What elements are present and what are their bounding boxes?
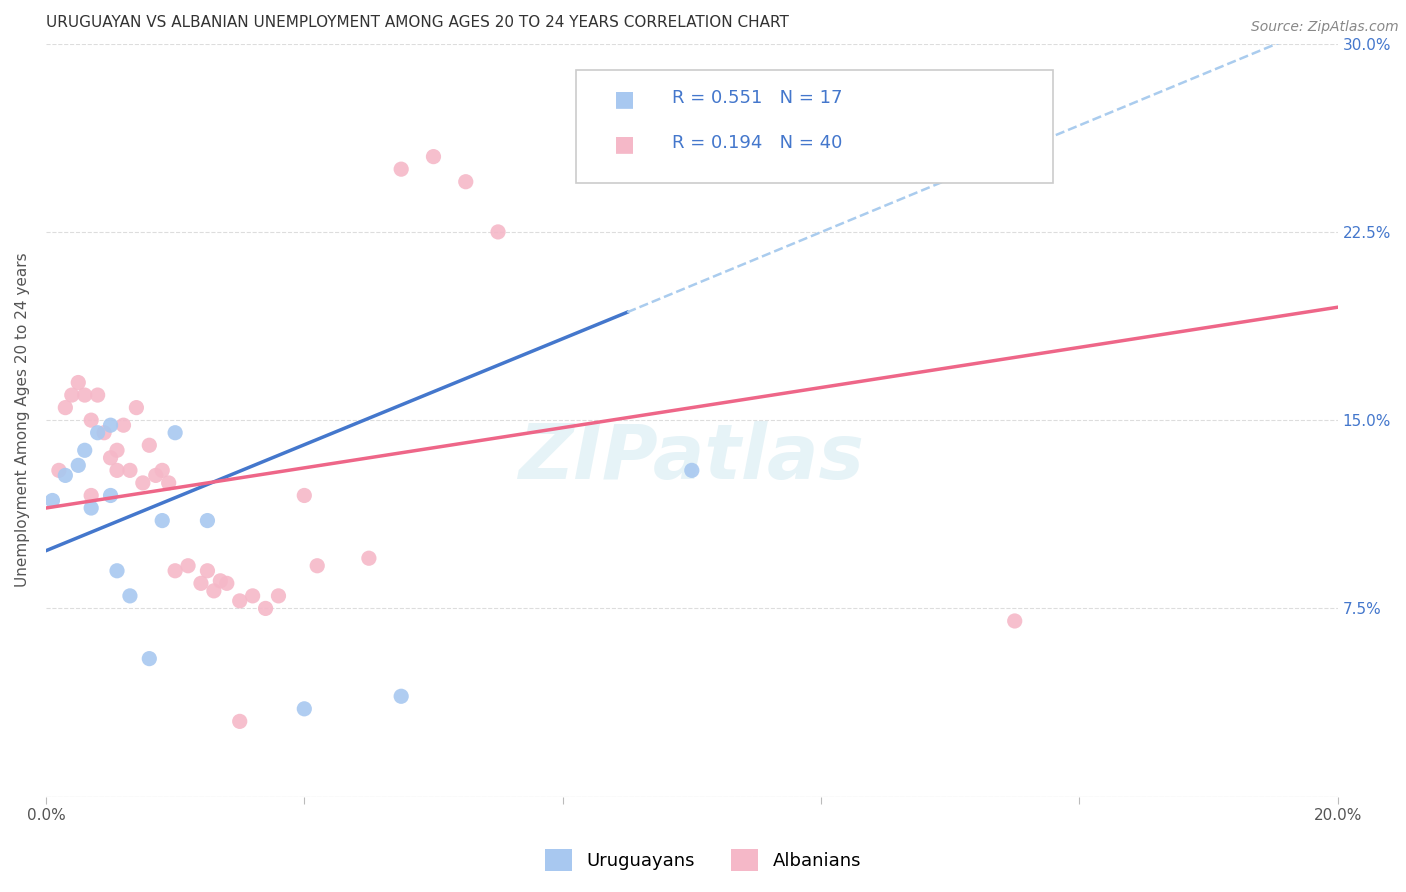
Legend: Uruguayans, Albanians: Uruguayans, Albanians [537,842,869,879]
Point [165,564,187,578]
Point [53,468,76,483]
Point [67,376,90,390]
Point [60,388,83,402]
Point [292,488,315,502]
Point [53,401,76,415]
Point [67,458,90,473]
Text: URUGUAYAN VS ALBANIAN UNEMPLOYMENT AMONG AGES 20 TO 24 YEARS CORRELATION CHART: URUGUAYAN VS ALBANIAN UNEMPLOYMENT AMONG… [46,15,789,30]
Point [80,501,103,516]
Point [132,475,155,490]
Point [177,558,200,573]
Point [73,443,96,458]
Point [118,463,141,477]
Point [145,468,167,483]
Point [118,589,141,603]
Point [112,418,135,433]
Point [157,475,180,490]
Point [389,162,412,177]
Point [73,388,96,402]
Text: ZIPatlas: ZIPatlas [519,421,865,495]
Point [48,463,70,477]
Point [307,558,329,573]
Point [1004,614,1026,628]
Point [254,601,277,615]
Point [150,463,173,477]
Point [228,714,250,729]
Point [681,463,703,477]
Point [100,450,122,465]
Point [454,175,477,189]
Point [215,576,238,591]
Text: ■: ■ [614,89,636,109]
Point [242,589,264,603]
Point [105,463,128,477]
Point [197,564,219,578]
FancyBboxPatch shape [575,70,1053,183]
Point [422,150,444,164]
Point [165,425,187,440]
Point [150,514,173,528]
Point [267,589,290,603]
Point [209,574,232,588]
Point [389,690,412,704]
Point [190,576,212,591]
Text: R = 0.551   N = 17: R = 0.551 N = 17 [672,89,844,107]
Point [80,488,103,502]
Y-axis label: Unemployment Among Ages 20 to 24 years: Unemployment Among Ages 20 to 24 years [15,252,30,588]
Point [105,564,128,578]
Text: R = 0.194   N = 40: R = 0.194 N = 40 [672,134,842,152]
Point [292,702,315,716]
Text: ■: ■ [614,134,636,154]
Point [100,488,122,502]
Point [228,594,250,608]
Text: Source: ZipAtlas.com: Source: ZipAtlas.com [1251,20,1399,34]
Point [86,425,108,440]
Point [100,418,122,433]
Point [86,388,108,402]
Point [197,514,219,528]
Point [357,551,380,566]
Point [486,225,509,239]
Point [41,493,63,508]
Point [138,651,160,665]
Point [138,438,160,452]
Point [80,413,103,427]
Point [105,443,128,458]
Point [202,583,225,598]
Point [93,425,115,440]
Point [125,401,148,415]
